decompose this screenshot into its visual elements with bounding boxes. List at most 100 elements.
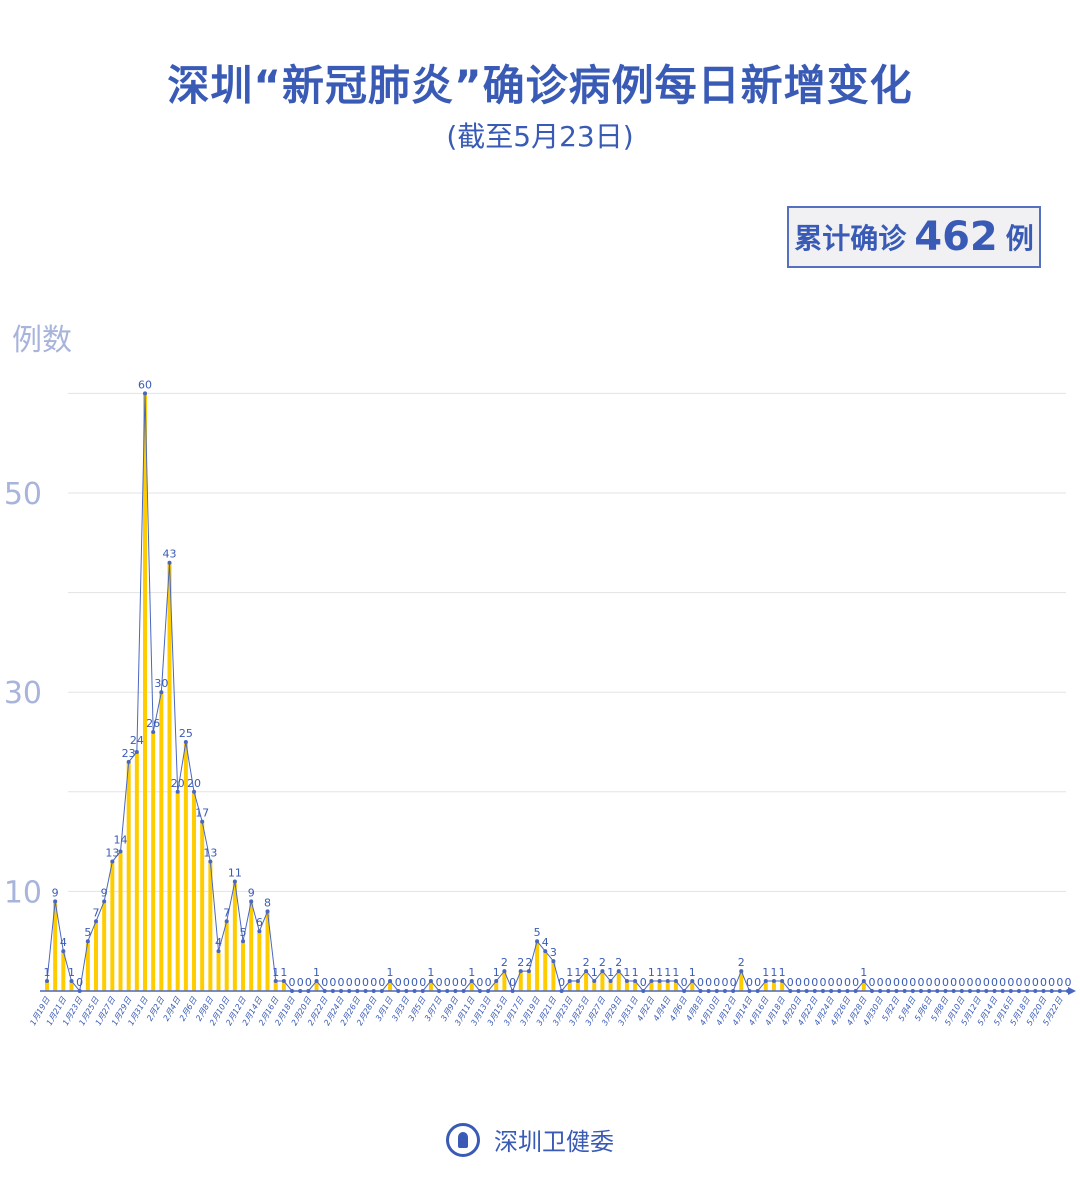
data-point: [918, 989, 923, 993]
data-point: [461, 989, 466, 993]
data-label: 0: [346, 976, 353, 989]
data-label: 0: [893, 976, 900, 989]
data-point: [445, 989, 450, 993]
data-point: [355, 989, 360, 993]
bar: [535, 941, 540, 991]
bar: [673, 981, 678, 991]
bar: [665, 981, 670, 991]
data-label: 0: [419, 976, 426, 989]
data-point: [771, 979, 776, 984]
data-point: [698, 989, 703, 993]
data-label: 24: [130, 734, 144, 747]
data-point: [616, 969, 621, 974]
data-label: 0: [950, 976, 957, 989]
data-label: 0: [803, 976, 810, 989]
data-label: 0: [460, 976, 467, 989]
data-point: [232, 879, 237, 884]
data-point: [804, 989, 809, 993]
bar: [118, 851, 123, 991]
data-label: 2: [501, 956, 508, 969]
data-point: [780, 979, 785, 984]
data-label: 2: [615, 956, 622, 969]
data-label: 1: [770, 966, 777, 979]
bar: [134, 751, 139, 991]
data-point: [224, 919, 229, 924]
data-label: 0: [795, 976, 802, 989]
data-label: 0: [877, 976, 884, 989]
data-label: 0: [730, 976, 737, 989]
data-label: 5: [534, 926, 541, 939]
data-point: [755, 989, 760, 993]
bar: [126, 761, 131, 991]
data-point: [428, 979, 433, 984]
y-axis-label: 例数: [12, 323, 72, 358]
data-point: [567, 979, 572, 984]
data-label: 0: [378, 976, 385, 989]
data-point: [763, 979, 768, 984]
data-point: [314, 979, 319, 984]
data-label: 1: [689, 966, 696, 979]
data-point: [143, 391, 148, 396]
bar: [543, 951, 548, 991]
data-label: 2: [738, 956, 745, 969]
data-point: [330, 989, 335, 993]
data-point: [845, 989, 850, 993]
bar: [526, 971, 531, 991]
data-label: 0: [1048, 976, 1055, 989]
data-point: [649, 979, 654, 984]
data-label: 26: [146, 717, 160, 730]
data-point: [1008, 989, 1013, 993]
y-tick-label: 30: [4, 676, 42, 711]
data-label: 1: [664, 966, 671, 979]
data-point: [584, 969, 589, 974]
data-label: 1: [591, 966, 598, 979]
data-point: [665, 979, 670, 984]
data-point: [731, 989, 736, 993]
data-point: [102, 899, 107, 904]
data-label: 1: [468, 966, 475, 979]
data-point: [910, 989, 915, 993]
data-label: 0: [681, 976, 688, 989]
data-label: 1: [44, 966, 51, 979]
data-label: 0: [844, 976, 851, 989]
data-label: 0: [1024, 976, 1031, 989]
data-point: [339, 989, 344, 993]
data-point: [486, 989, 491, 993]
data-label: 0: [746, 976, 753, 989]
data-point: [706, 989, 711, 993]
data-label: 1: [623, 966, 630, 979]
bar: [143, 393, 148, 991]
data-label: 5: [84, 926, 91, 939]
data-label: 0: [1065, 976, 1072, 989]
bar: [314, 981, 319, 991]
data-label: 23: [122, 747, 136, 760]
bar: [232, 881, 237, 991]
bar: [53, 901, 58, 991]
data-label: 1: [648, 966, 655, 979]
data-label: 0: [901, 976, 908, 989]
data-label: 0: [909, 976, 916, 989]
bar: [657, 981, 662, 991]
data-point: [1025, 989, 1030, 993]
data-point: [61, 949, 66, 954]
bar: [633, 981, 638, 991]
data-point: [853, 989, 858, 993]
data-point: [878, 989, 883, 993]
bar: [584, 971, 589, 991]
data-point: [510, 989, 515, 993]
data-point: [526, 969, 531, 974]
data-point: [200, 819, 205, 824]
data-label: 30: [154, 677, 168, 690]
data-label: 4: [60, 936, 67, 949]
bar: [208, 861, 213, 991]
data-point: [992, 989, 997, 993]
bar: [592, 981, 597, 991]
data-label: 13: [105, 847, 119, 860]
data-point: [951, 989, 956, 993]
data-label: 1: [762, 966, 769, 979]
data-label: 0: [509, 976, 516, 989]
data-point: [412, 989, 417, 993]
data-label: 0: [705, 976, 712, 989]
data-point: [53, 899, 58, 904]
data-label: 1: [632, 966, 639, 979]
